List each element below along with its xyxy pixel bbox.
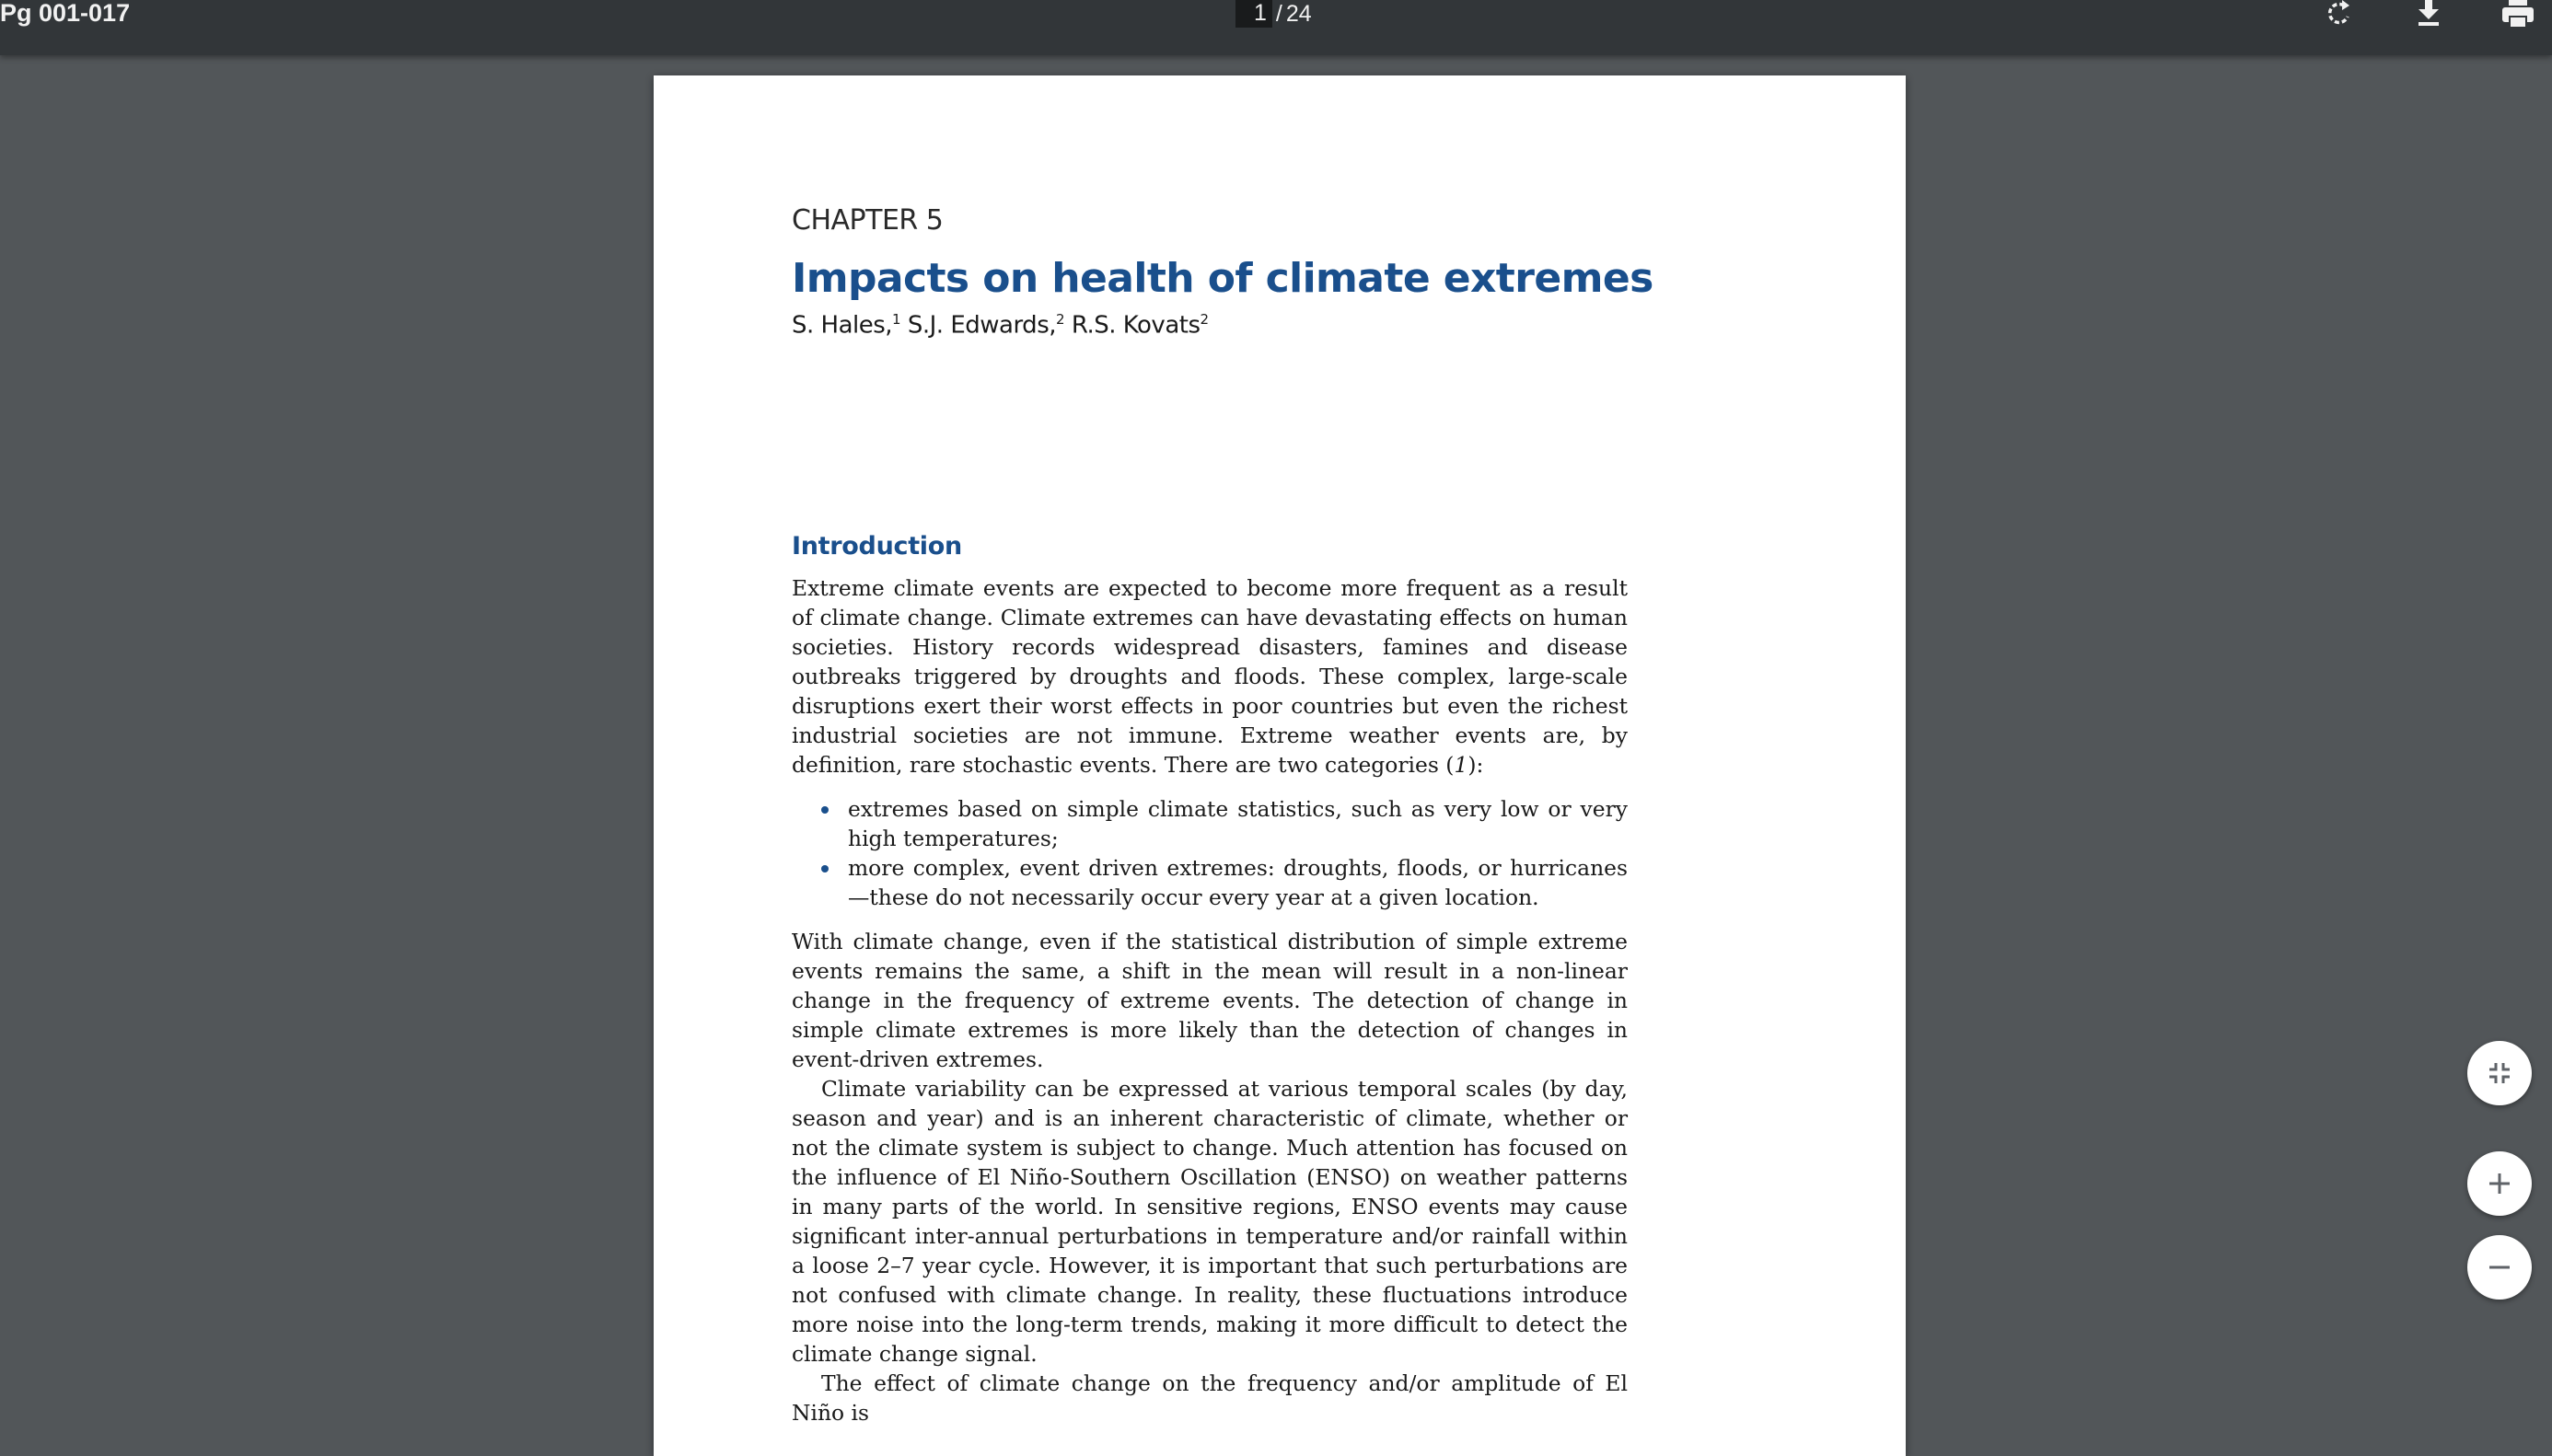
zoom-out-icon [2489, 1265, 2510, 1269]
body-paragraph: The effect of climate change on the freq… [792, 1369, 1628, 1426]
download-button[interactable] [2407, 0, 2451, 28]
print-button[interactable] [2496, 0, 2540, 28]
author-affiliation: 1 [892, 311, 901, 328]
author-name: S.J. Edwards, [907, 311, 1057, 340]
page-separator: / [1275, 0, 1282, 27]
pdf-page: CHAPTER 5 Impacts on health of climate e… [654, 75, 1906, 1456]
body-paragraph: Extreme climate events are expected to b… [792, 573, 1628, 780]
author-affiliation: 2 [1056, 311, 1065, 328]
author-name: S. Hales, [792, 311, 893, 340]
rotate-icon [2327, 0, 2349, 25]
bullet-icon [821, 805, 829, 814]
author-list: S. Hales,1 S.J. Edwards,2 R.S. Kovats2 [792, 311, 1628, 340]
bullet-icon [821, 864, 829, 872]
rotate-button[interactable] [2317, 0, 2361, 28]
document-title: Pg 001-017 [0, 0, 131, 27]
body-paragraph: Climate variability can be expressed at … [792, 1075, 1628, 1367]
zoom-in-button[interactable] [2467, 1151, 2532, 1216]
print-icon [2502, 0, 2534, 28]
zoom-out-button[interactable] [2467, 1235, 2532, 1300]
chapter-label: CHAPTER 5 [792, 204, 944, 237]
reference-number: 1 [1454, 751, 1468, 778]
page-indicator: 1 / 24 [1235, 0, 1312, 28]
fit-to-page-icon [2489, 1063, 2510, 1083]
page-number-input[interactable]: 1 [1235, 0, 1272, 28]
fit-to-page-button[interactable] [2467, 1041, 2532, 1105]
bullet-item: extremes based on simple climate statist… [792, 794, 1628, 853]
bullet-text: more complex, event driven extremes: dro… [848, 854, 1628, 910]
author-affiliation: 2 [1200, 311, 1210, 328]
paragraph-text-end: ): [1467, 751, 1484, 778]
bullet-list: extremes based on simple climate statist… [792, 794, 1628, 912]
chapter-title: Impacts on health of climate extremes [792, 255, 1653, 302]
section-heading: Introduction [792, 531, 962, 560]
author-name: R.S. Kovats [1071, 311, 1201, 340]
page-content: CHAPTER 5 Impacts on health of climate e… [792, 204, 1653, 1427]
page-total: 24 [1285, 0, 1312, 27]
paragraph-text: Extreme climate events are expected to b… [792, 574, 1628, 778]
pdf-toolbar: Pg 001-017 1 / 24 [0, 0, 2552, 55]
body-paragraph: With climate change, even if the statist… [792, 928, 1628, 1072]
bullet-text: extremes based on simple climate statist… [848, 795, 1628, 851]
download-icon [2419, 0, 2439, 26]
zoom-in-icon [2489, 1173, 2510, 1194]
bullet-item: more complex, event driven extremes: dro… [792, 853, 1628, 912]
